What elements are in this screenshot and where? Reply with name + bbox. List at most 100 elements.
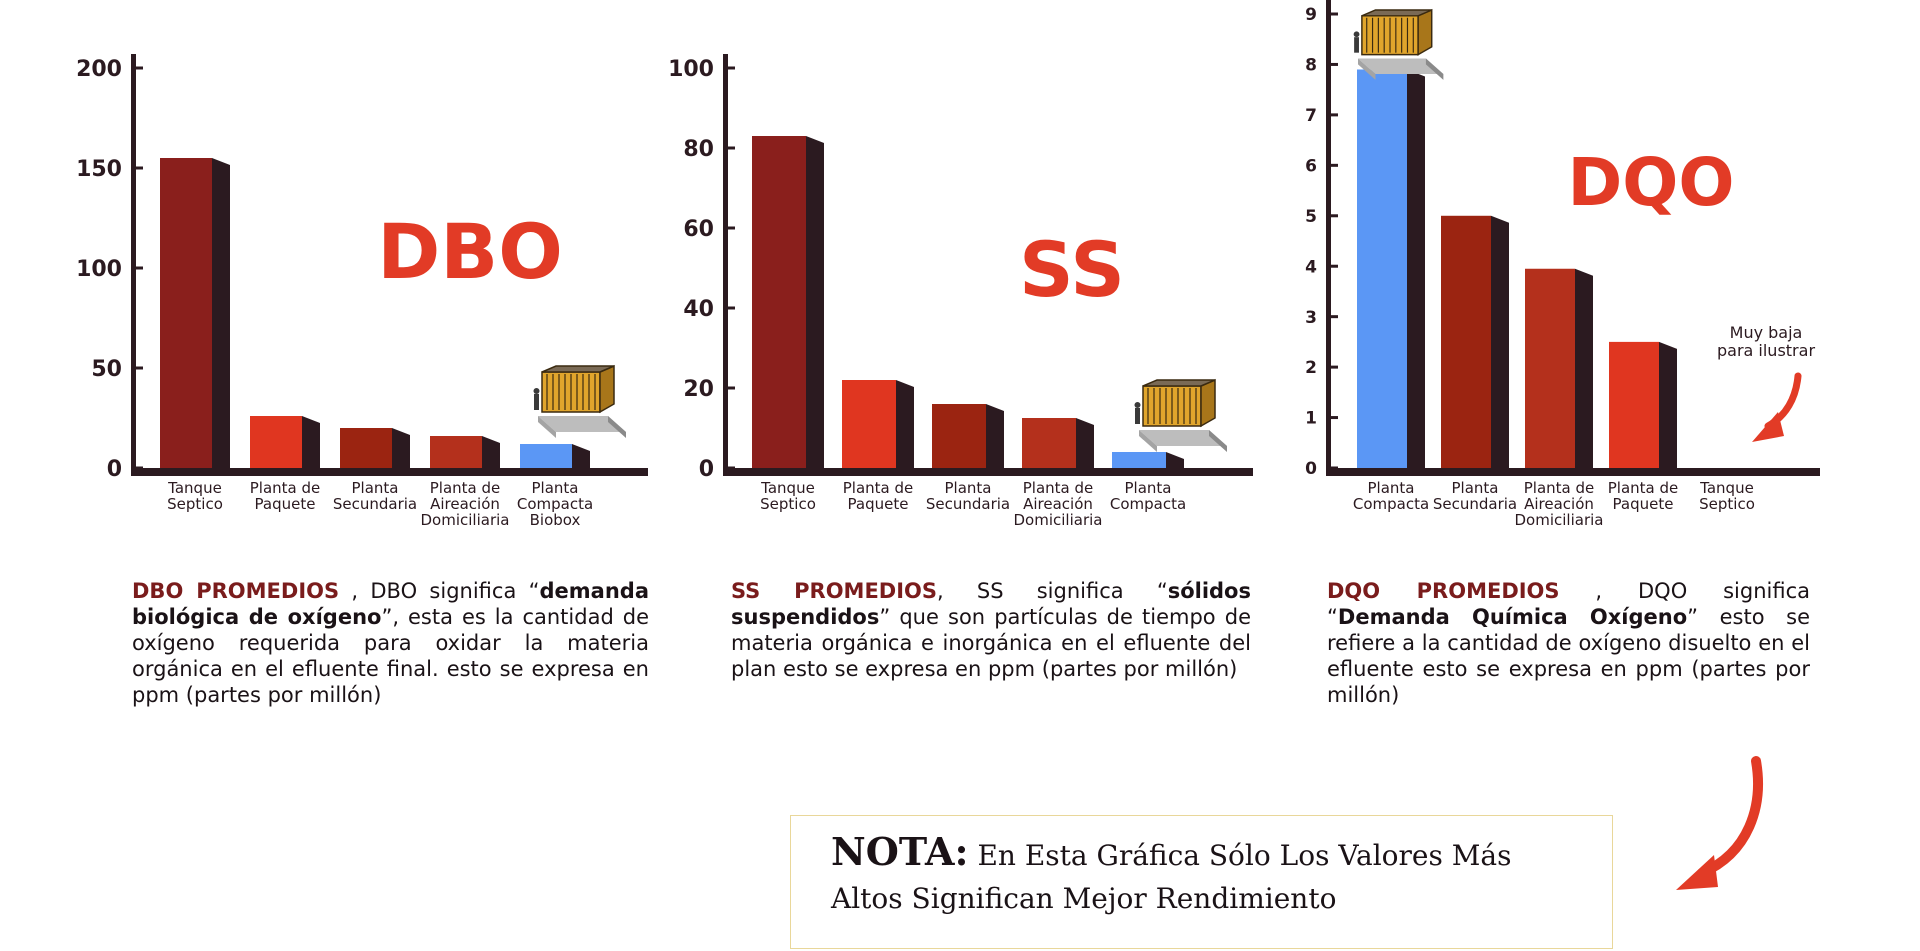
bar-side [896, 380, 914, 468]
dqo-description-text-1: , DQO significa “ [1327, 579, 1811, 629]
bar-side [1491, 215, 1509, 468]
container-person-head [1353, 31, 1360, 38]
bar [752, 136, 806, 468]
y-tick [1331, 315, 1338, 319]
container-base [1358, 58, 1444, 75]
y-tick-label: 0 [699, 457, 714, 482]
x-tick-label: Planta de Paquete [1608, 479, 1679, 513]
container-base-front [1358, 58, 1376, 80]
y-tick [728, 386, 735, 390]
y-tick [1331, 214, 1338, 218]
x-tick-label: Planta de Paquete [250, 479, 321, 513]
x-tick-label: Tanque Septico [760, 479, 816, 513]
container-base [1139, 430, 1227, 446]
y-axis [131, 54, 136, 476]
x-tick-label: Planta Compacta [1110, 479, 1186, 513]
note-box: NOTA: En Esta Gráfica Sólo Los Valores M… [790, 815, 1613, 949]
chart-title: DQO [1568, 144, 1735, 221]
bar [1441, 215, 1491, 468]
y-tick-label: 100 [668, 57, 714, 82]
y-tick-label: 7 [1305, 106, 1317, 126]
y-tick [136, 266, 143, 270]
x-tick-label: Tanque Septico [1699, 479, 1755, 513]
bar [340, 428, 392, 468]
bar-side [986, 404, 1004, 468]
y-tick-label: 6 [1305, 156, 1317, 176]
y-tick [136, 366, 143, 370]
y-tick [1331, 62, 1338, 66]
container-base-front [538, 416, 556, 438]
x-axis [131, 468, 648, 476]
y-tick-label: 4 [1305, 257, 1317, 277]
bar-side [302, 416, 320, 468]
bar [1525, 268, 1575, 468]
bar [932, 404, 986, 468]
bar-side [392, 428, 410, 468]
ss-description: SS PROMEDIOS, SS significa “sólidos susp… [731, 578, 1251, 682]
x-tick-label: Planta de Paquete [843, 479, 914, 513]
container-top [541, 365, 615, 373]
dqo-description-text-2: ” esto se refiere a la cantidad de oxíge… [1327, 605, 1810, 707]
x-axis [1326, 468, 1820, 476]
container-person [1354, 37, 1359, 53]
y-tick [728, 146, 735, 150]
container-base-side [1425, 58, 1444, 80]
y-tick [1331, 365, 1338, 369]
x-tick-label: Planta Secundaria [333, 479, 417, 513]
bar [1609, 341, 1659, 468]
x-tick-label: Planta Compacta Biobox [517, 479, 593, 529]
container-base-side [1209, 430, 1227, 452]
dqo-description: DQO PROMEDIOS , DQO significa “Demanda Q… [1327, 578, 1810, 708]
y-axis [1326, 0, 1331, 476]
y-tick-label: 40 [683, 297, 714, 322]
bar-side [1407, 69, 1425, 468]
y-tick-label: 1 [1305, 409, 1317, 429]
y-tick-label: 3 [1305, 308, 1317, 328]
y-tick-label: 5 [1305, 207, 1317, 227]
bar [1357, 69, 1407, 468]
y-tick [136, 166, 143, 170]
x-tick-label: Planta de Aireación Domiciliaria [421, 479, 510, 529]
down-arrow-head [1752, 412, 1784, 442]
ss-description-lead: SS PROMEDIOS [731, 579, 938, 603]
y-tick-label: 80 [683, 137, 714, 162]
container-top [1361, 9, 1433, 17]
dbo-description-term: demanda biológica de oxígeno [132, 579, 649, 629]
y-tick [1331, 12, 1338, 16]
y-tick [136, 66, 143, 70]
y-tick-label: 150 [76, 157, 122, 182]
compact-plant-icon [1134, 378, 1227, 452]
bar [520, 444, 572, 468]
bar-side [572, 444, 590, 468]
compact-plant-icon [533, 364, 626, 438]
dbo-description-text-1: , DBO significa “ [339, 579, 540, 603]
note-label: NOTA: [831, 829, 969, 874]
y-tick-label: 2 [1305, 358, 1317, 378]
bar [430, 436, 482, 468]
ss-description-term: sólidos suspendidos [731, 579, 1251, 629]
dbo-description-text-2: ”, esta es la cantidad de oxígeno requer… [132, 605, 650, 707]
bar-side [1076, 418, 1094, 468]
container-base-side [608, 416, 626, 438]
x-tick-label: Planta de Aireación Domiciliaria [1515, 479, 1604, 529]
bar [160, 158, 212, 468]
annotation-arrow-icon [1752, 372, 1802, 442]
y-tick [728, 466, 735, 470]
annotation-label: Muy baja para ilustrar [1717, 323, 1815, 360]
bar-side [806, 136, 824, 468]
note-text: NOTA: En Esta Gráfica Sólo Los Valores M… [831, 830, 1591, 920]
dbo-description-lead: DBO PROMEDIOS [132, 579, 340, 603]
y-tick-label: 50 [91, 357, 122, 382]
dbo-description: DBO PROMEDIOS , DBO significa “demanda b… [132, 578, 649, 708]
x-tick-label: Tanque Septico [167, 479, 223, 513]
container-person-head [1134, 402, 1141, 408]
y-tick [728, 226, 735, 230]
y-tick-label: 100 [76, 257, 122, 282]
y-tick-label: 200 [76, 57, 122, 82]
y-tick-label: 9 [1305, 5, 1317, 25]
y-tick [1331, 163, 1338, 167]
chart-title: DBO [377, 207, 563, 296]
container-person [534, 394, 539, 410]
charts-area: 0 50 100 150 200 Tanque Septico Planta de Paquet… [76, 0, 1820, 529]
